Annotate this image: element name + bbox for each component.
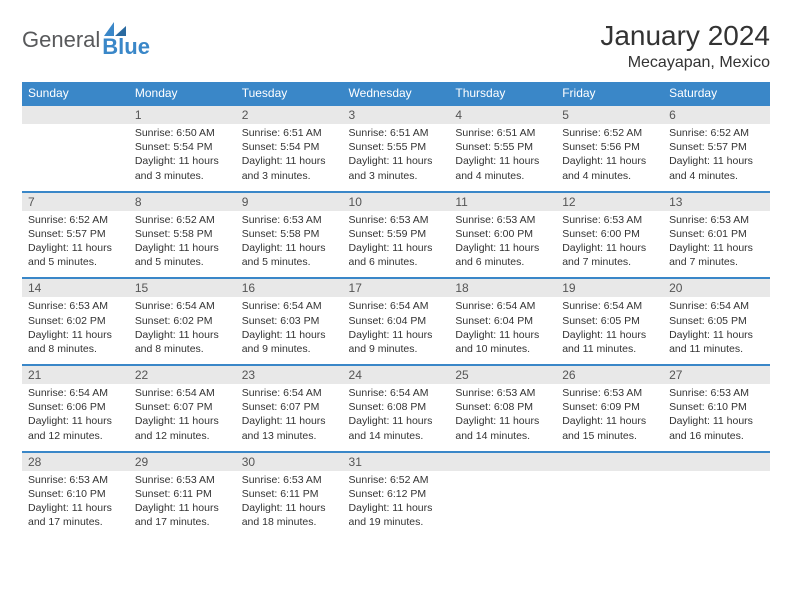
day-number-cell: 3 bbox=[343, 105, 450, 124]
day-detail-cell bbox=[663, 471, 770, 538]
day-number-cell bbox=[449, 452, 556, 471]
day-number-cell: 7 bbox=[22, 192, 129, 211]
day-number-cell: 26 bbox=[556, 365, 663, 384]
day-detail-cell: Sunrise: 6:53 AM Sunset: 6:00 PM Dayligh… bbox=[449, 211, 556, 279]
dow-header: Sunday bbox=[22, 82, 129, 105]
day-detail-cell: Sunrise: 6:52 AM Sunset: 5:57 PM Dayligh… bbox=[663, 124, 770, 192]
location-subtitle: Mecayapan, Mexico bbox=[600, 54, 770, 72]
day-detail-cell: Sunrise: 6:54 AM Sunset: 6:05 PM Dayligh… bbox=[663, 297, 770, 365]
day-number-cell: 21 bbox=[22, 365, 129, 384]
day-detail-cell: Sunrise: 6:53 AM Sunset: 6:08 PM Dayligh… bbox=[449, 384, 556, 452]
day-number-cell: 19 bbox=[556, 278, 663, 297]
day-detail-cell: Sunrise: 6:53 AM Sunset: 6:11 PM Dayligh… bbox=[236, 471, 343, 538]
day-number-cell bbox=[22, 105, 129, 124]
day-number-cell: 8 bbox=[129, 192, 236, 211]
day-detail-cell: Sunrise: 6:53 AM Sunset: 6:01 PM Dayligh… bbox=[663, 211, 770, 279]
day-detail-cell: Sunrise: 6:52 AM Sunset: 6:12 PM Dayligh… bbox=[343, 471, 450, 538]
day-detail-cell: Sunrise: 6:52 AM Sunset: 5:58 PM Dayligh… bbox=[129, 211, 236, 279]
day-detail-cell bbox=[449, 471, 556, 538]
calendar-table: Sunday Monday Tuesday Wednesday Thursday… bbox=[22, 82, 770, 537]
calendar-body: 123456Sunrise: 6:50 AM Sunset: 5:54 PM D… bbox=[22, 105, 770, 537]
day-number-row: 28293031 bbox=[22, 452, 770, 471]
day-detail-row: Sunrise: 6:50 AM Sunset: 5:54 PM Dayligh… bbox=[22, 124, 770, 192]
day-number-cell bbox=[663, 452, 770, 471]
day-number-row: 14151617181920 bbox=[22, 278, 770, 297]
day-detail-cell: Sunrise: 6:54 AM Sunset: 6:07 PM Dayligh… bbox=[129, 384, 236, 452]
dow-header: Thursday bbox=[449, 82, 556, 105]
logo-text-part2: Blue bbox=[102, 34, 150, 60]
dow-header: Saturday bbox=[663, 82, 770, 105]
day-number-cell: 12 bbox=[556, 192, 663, 211]
day-detail-cell: Sunrise: 6:54 AM Sunset: 6:07 PM Dayligh… bbox=[236, 384, 343, 452]
day-detail-cell: Sunrise: 6:53 AM Sunset: 6:00 PM Dayligh… bbox=[556, 211, 663, 279]
dow-header: Tuesday bbox=[236, 82, 343, 105]
day-number-cell bbox=[556, 452, 663, 471]
day-number-cell: 18 bbox=[449, 278, 556, 297]
day-number-cell: 1 bbox=[129, 105, 236, 124]
day-number-row: 123456 bbox=[22, 105, 770, 124]
day-number-cell: 6 bbox=[663, 105, 770, 124]
day-detail-row: Sunrise: 6:53 AM Sunset: 6:10 PM Dayligh… bbox=[22, 471, 770, 538]
day-detail-row: Sunrise: 6:52 AM Sunset: 5:57 PM Dayligh… bbox=[22, 211, 770, 279]
day-number-cell: 22 bbox=[129, 365, 236, 384]
day-detail-cell: Sunrise: 6:54 AM Sunset: 6:04 PM Dayligh… bbox=[449, 297, 556, 365]
day-detail-cell: Sunrise: 6:53 AM Sunset: 6:02 PM Dayligh… bbox=[22, 297, 129, 365]
day-detail-cell: Sunrise: 6:53 AM Sunset: 6:09 PM Dayligh… bbox=[556, 384, 663, 452]
day-number-cell: 30 bbox=[236, 452, 343, 471]
day-number-cell: 24 bbox=[343, 365, 450, 384]
day-number-cell: 11 bbox=[449, 192, 556, 211]
day-number-cell: 10 bbox=[343, 192, 450, 211]
day-detail-cell: Sunrise: 6:52 AM Sunset: 5:57 PM Dayligh… bbox=[22, 211, 129, 279]
day-number-cell: 17 bbox=[343, 278, 450, 297]
day-number-cell: 28 bbox=[22, 452, 129, 471]
day-detail-cell: Sunrise: 6:51 AM Sunset: 5:55 PM Dayligh… bbox=[449, 124, 556, 192]
day-number-cell: 20 bbox=[663, 278, 770, 297]
day-number-cell: 4 bbox=[449, 105, 556, 124]
day-detail-cell: Sunrise: 6:53 AM Sunset: 6:11 PM Dayligh… bbox=[129, 471, 236, 538]
day-number-cell: 27 bbox=[663, 365, 770, 384]
day-detail-cell: Sunrise: 6:54 AM Sunset: 6:04 PM Dayligh… bbox=[343, 297, 450, 365]
day-detail-cell: Sunrise: 6:53 AM Sunset: 5:58 PM Dayligh… bbox=[236, 211, 343, 279]
day-number-row: 21222324252627 bbox=[22, 365, 770, 384]
month-title: January 2024 bbox=[600, 20, 770, 52]
day-number-row: 78910111213 bbox=[22, 192, 770, 211]
day-detail-cell: Sunrise: 6:54 AM Sunset: 6:08 PM Dayligh… bbox=[343, 384, 450, 452]
header: General Blue January 2024 Mecayapan, Mex… bbox=[22, 20, 770, 72]
day-number-cell: 14 bbox=[22, 278, 129, 297]
day-detail-row: Sunrise: 6:53 AM Sunset: 6:02 PM Dayligh… bbox=[22, 297, 770, 365]
day-detail-cell: Sunrise: 6:53 AM Sunset: 6:10 PM Dayligh… bbox=[22, 471, 129, 538]
day-number-cell: 29 bbox=[129, 452, 236, 471]
dow-header: Wednesday bbox=[343, 82, 450, 105]
day-number-cell: 25 bbox=[449, 365, 556, 384]
day-number-cell: 31 bbox=[343, 452, 450, 471]
day-number-cell: 13 bbox=[663, 192, 770, 211]
day-number-cell: 23 bbox=[236, 365, 343, 384]
day-detail-cell: Sunrise: 6:54 AM Sunset: 6:02 PM Dayligh… bbox=[129, 297, 236, 365]
day-detail-row: Sunrise: 6:54 AM Sunset: 6:06 PM Dayligh… bbox=[22, 384, 770, 452]
day-detail-cell: Sunrise: 6:54 AM Sunset: 6:05 PM Dayligh… bbox=[556, 297, 663, 365]
day-detail-cell: Sunrise: 6:54 AM Sunset: 6:03 PM Dayligh… bbox=[236, 297, 343, 365]
dow-header: Monday bbox=[129, 82, 236, 105]
title-block: January 2024 Mecayapan, Mexico bbox=[600, 20, 770, 72]
day-detail-cell: Sunrise: 6:52 AM Sunset: 5:56 PM Dayligh… bbox=[556, 124, 663, 192]
day-detail-cell bbox=[556, 471, 663, 538]
day-detail-cell: Sunrise: 6:53 AM Sunset: 5:59 PM Dayligh… bbox=[343, 211, 450, 279]
day-detail-cell: Sunrise: 6:51 AM Sunset: 5:55 PM Dayligh… bbox=[343, 124, 450, 192]
day-number-cell: 2 bbox=[236, 105, 343, 124]
logo-text-part1: General bbox=[22, 27, 100, 53]
day-number-cell: 5 bbox=[556, 105, 663, 124]
day-number-cell: 16 bbox=[236, 278, 343, 297]
dow-header: Friday bbox=[556, 82, 663, 105]
logo: General Blue bbox=[22, 20, 150, 60]
day-of-week-row: Sunday Monday Tuesday Wednesday Thursday… bbox=[22, 82, 770, 105]
day-detail-cell: Sunrise: 6:51 AM Sunset: 5:54 PM Dayligh… bbox=[236, 124, 343, 192]
day-detail-cell: Sunrise: 6:50 AM Sunset: 5:54 PM Dayligh… bbox=[129, 124, 236, 192]
day-detail-cell bbox=[22, 124, 129, 192]
day-number-cell: 9 bbox=[236, 192, 343, 211]
day-detail-cell: Sunrise: 6:53 AM Sunset: 6:10 PM Dayligh… bbox=[663, 384, 770, 452]
day-detail-cell: Sunrise: 6:54 AM Sunset: 6:06 PM Dayligh… bbox=[22, 384, 129, 452]
day-number-cell: 15 bbox=[129, 278, 236, 297]
